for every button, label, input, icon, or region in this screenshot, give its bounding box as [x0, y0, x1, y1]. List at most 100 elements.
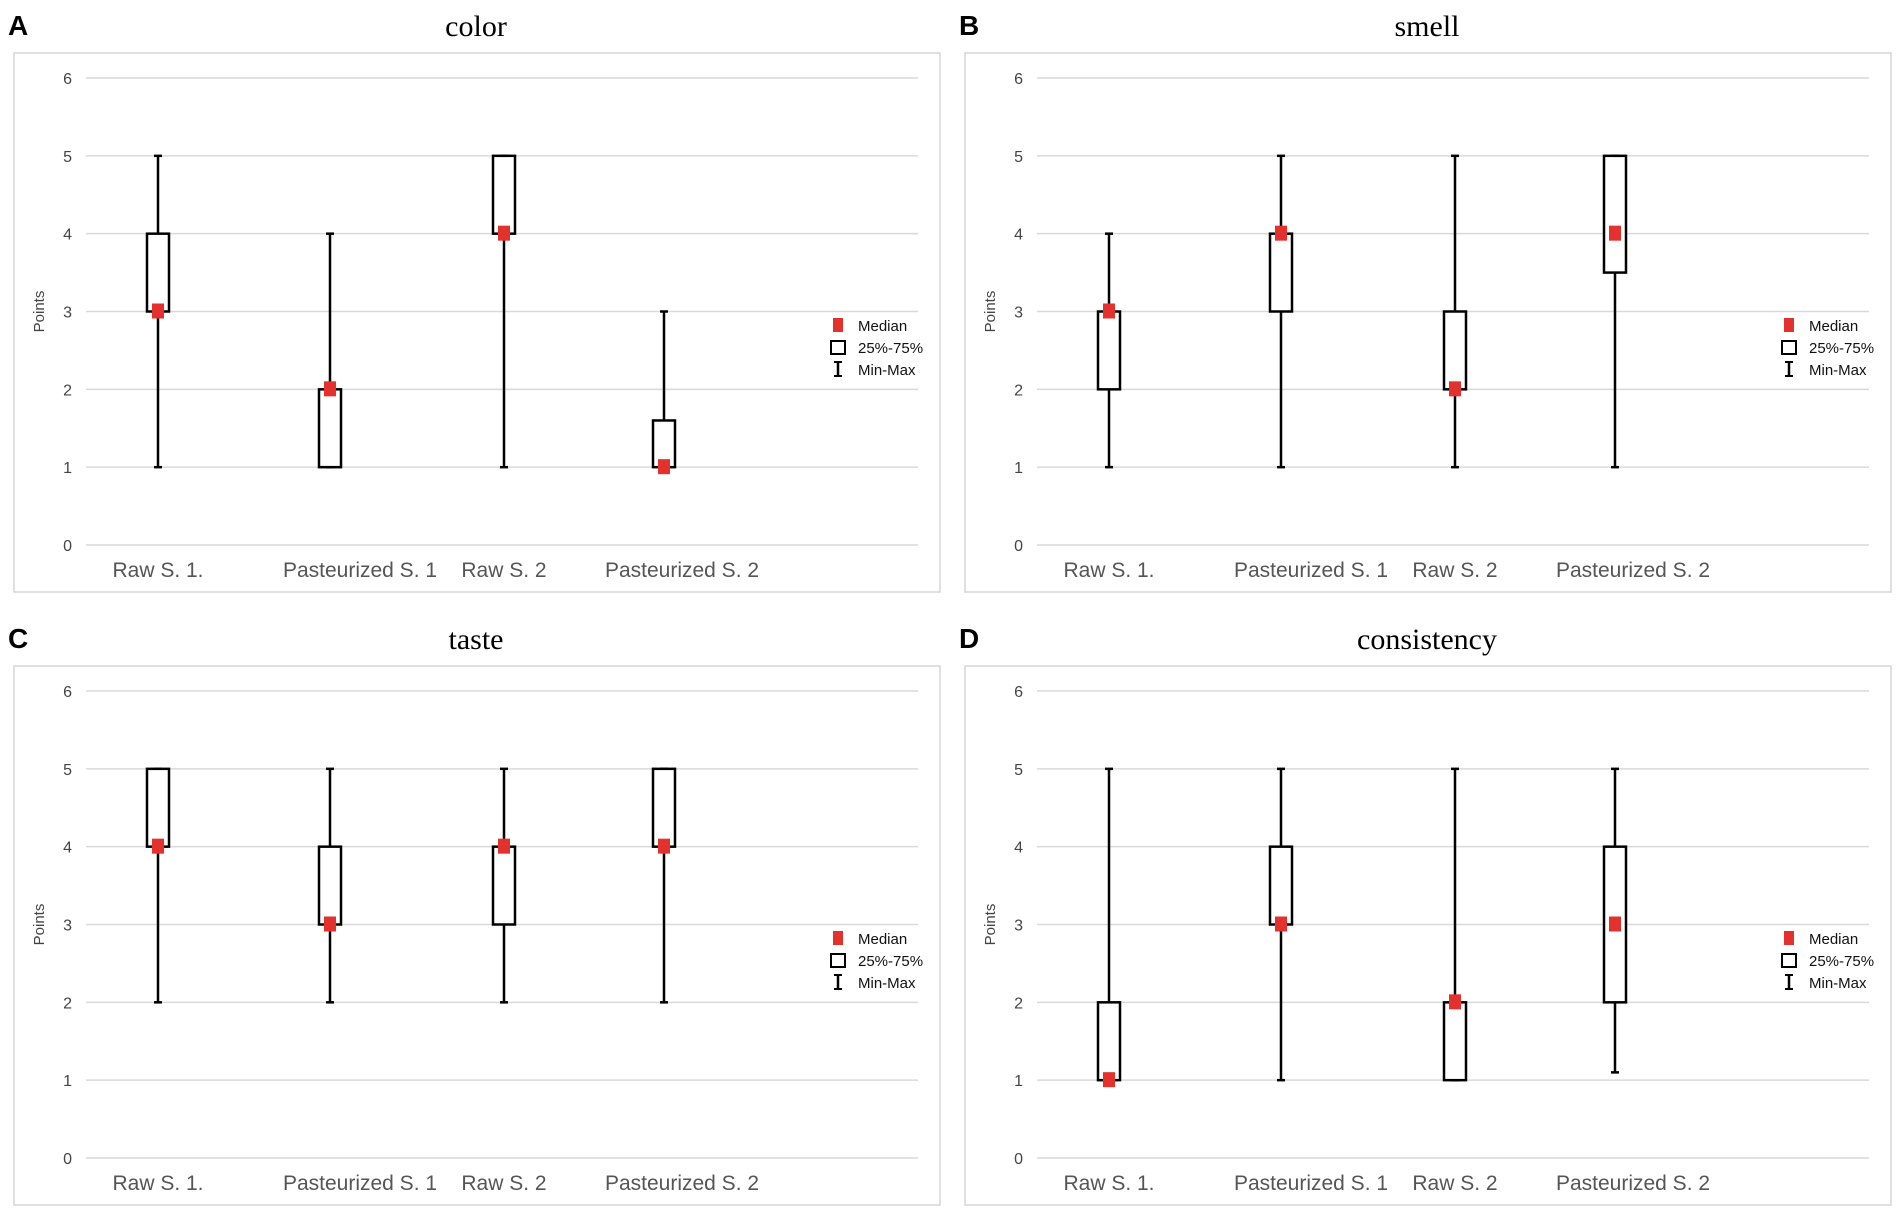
y-tick-label: 3	[63, 918, 72, 935]
iqr-box	[491, 845, 517, 926]
chart-frame	[13, 52, 941, 593]
y-tick-label: 5	[63, 762, 72, 779]
chart-frame	[964, 665, 1892, 1206]
x-category-label: Raw S. 2	[461, 559, 546, 582]
legend-label: 25%-75%	[858, 340, 923, 357]
median-marker	[324, 916, 336, 932]
legend-label: Median	[858, 931, 907, 948]
median-marker	[1449, 381, 1461, 397]
y-tick-label: 6	[63, 684, 72, 701]
legend-box-swatch	[830, 953, 846, 968]
y-tick-label: 2	[1014, 382, 1023, 399]
iqr-box	[145, 232, 171, 313]
legend: Median 25%-75% Min-Max	[830, 318, 923, 379]
y-tick-label: 0	[63, 1151, 72, 1168]
median-marker	[1275, 916, 1287, 932]
median-marker	[1449, 994, 1461, 1010]
x-category-label: Pasteurized S. 2	[1556, 559, 1710, 582]
legend-box-swatch	[1781, 953, 1797, 968]
x-category-label: Pasteurized S. 2	[605, 1172, 759, 1195]
x-category-label: Raw S. 1.	[112, 1172, 203, 1195]
iqr-box	[317, 388, 343, 469]
y-tick-label: 1	[63, 460, 72, 477]
y-axis-label: Points	[31, 904, 48, 946]
iqr-box	[1268, 232, 1294, 313]
chart-frame	[964, 52, 1892, 593]
median-marker	[1609, 225, 1621, 241]
x-category-label: Pasteurized S. 2	[605, 559, 759, 582]
legend-label: Median	[858, 318, 907, 335]
legend-box-swatch	[1781, 340, 1797, 355]
median-marker	[1609, 916, 1621, 932]
x-category-label: Raw S. 2	[461, 1172, 546, 1195]
iqr-box	[1602, 154, 1628, 274]
panel-letter: D	[959, 623, 979, 654]
median-marker	[498, 838, 510, 854]
x-category-label: Pasteurized S. 1	[1234, 559, 1388, 582]
median-marker	[324, 381, 336, 397]
x-category-label: Pasteurized S. 1	[1234, 1172, 1388, 1195]
y-tick-label: 3	[1014, 918, 1023, 935]
x-category-label: Pasteurized S. 2	[1556, 1172, 1710, 1195]
panel-letter: A	[8, 10, 28, 41]
chart-title: taste	[449, 623, 504, 656]
median-marker	[658, 459, 670, 475]
legend-label: Min-Max	[858, 362, 916, 379]
median-marker	[152, 303, 164, 319]
y-tick-label: 4	[63, 840, 72, 857]
chart-title: color	[445, 10, 507, 43]
y-tick-label: 1	[1014, 1073, 1023, 1090]
y-tick-label: 6	[1014, 684, 1023, 701]
y-tick-label: 2	[1014, 995, 1023, 1012]
chart-frame	[13, 665, 941, 1206]
y-tick-label: 0	[1014, 538, 1023, 555]
median-marker	[498, 225, 510, 241]
median-marker	[1103, 303, 1115, 319]
iqr-box	[1096, 1001, 1122, 1082]
median-marker	[658, 838, 670, 854]
iqr-box	[1268, 845, 1294, 926]
y-tick-label: 4	[63, 227, 72, 244]
iqr-box	[491, 154, 517, 235]
median-marker	[1103, 1072, 1115, 1088]
legend: Median 25%-75% Min-Max	[1781, 318, 1874, 379]
y-tick-label: 4	[1014, 227, 1023, 244]
y-axis-label: Points	[982, 291, 999, 333]
y-axis-label: Points	[31, 291, 48, 333]
legend: Median 25%-75% Min-Max	[1781, 931, 1874, 992]
legend-label: Median	[1809, 318, 1858, 335]
median-marker	[152, 838, 164, 854]
y-tick-label: 3	[63, 305, 72, 322]
y-tick-label: 2	[63, 995, 72, 1012]
legend-label: Min-Max	[1809, 362, 1867, 379]
panel-letter: C	[8, 623, 28, 654]
legend-label: 25%-75%	[1809, 953, 1874, 970]
x-category-label: Raw S. 2	[1412, 1172, 1497, 1195]
chart-title: consistency	[1357, 623, 1497, 656]
legend-label: 25%-75%	[858, 953, 923, 970]
legend-label: Median	[1809, 931, 1858, 948]
iqr-box	[145, 767, 171, 848]
x-category-label: Pasteurized S. 1	[283, 1172, 437, 1195]
y-tick-label: 5	[1014, 149, 1023, 166]
iqr-box	[1096, 310, 1122, 391]
legend-median-swatch	[1784, 318, 1794, 332]
legend: Median 25%-75% Min-Max	[830, 931, 923, 992]
x-category-label: Pasteurized S. 1	[283, 559, 437, 582]
x-category-label: Raw S. 1.	[1063, 559, 1154, 582]
iqr-box	[317, 845, 343, 926]
y-tick-label: 2	[63, 382, 72, 399]
legend-box-swatch	[830, 340, 846, 355]
x-category-label: Raw S. 1.	[112, 559, 203, 582]
y-tick-label: 5	[1014, 762, 1023, 779]
median-marker	[1275, 225, 1287, 241]
y-tick-label: 1	[63, 1073, 72, 1090]
x-category-label: Raw S. 2	[1412, 559, 1497, 582]
